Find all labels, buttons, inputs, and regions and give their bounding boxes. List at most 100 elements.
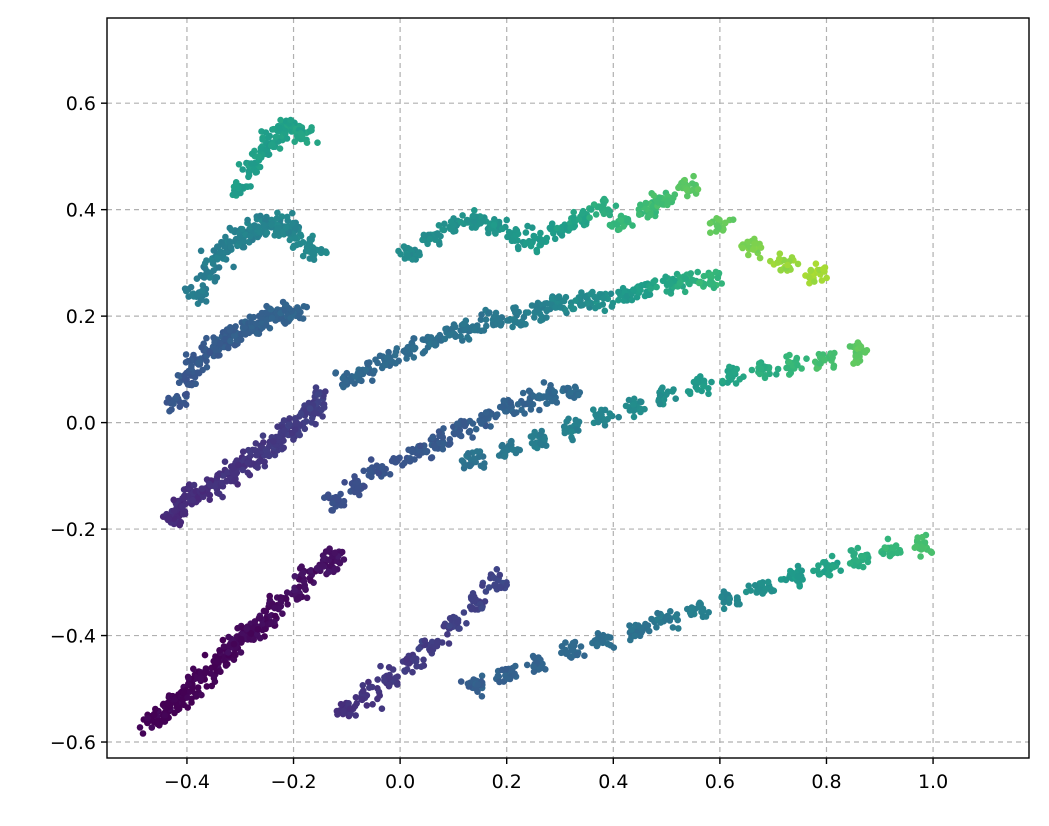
scatter-point: [527, 406, 535, 413]
scatter-point: [681, 288, 689, 296]
scatter-point: [373, 462, 381, 470]
scatter-point: [440, 622, 448, 630]
scatter-point: [478, 311, 485, 318]
scatter-point: [378, 705, 386, 712]
scatter-point: [243, 625, 250, 633]
scatter-point: [282, 594, 290, 602]
scatter-point: [610, 644, 618, 651]
scatter-point: [656, 400, 664, 408]
scatter-point: [177, 518, 185, 526]
scatter-point: [376, 692, 384, 699]
scatter-point: [636, 398, 644, 405]
scatter-point: [707, 229, 714, 236]
scatter-point: [274, 224, 282, 232]
scatter-point: [816, 360, 823, 367]
scatter-point: [301, 425, 309, 433]
scatter-point: [364, 359, 371, 367]
scatter-point: [568, 428, 575, 436]
scatter-point: [426, 647, 434, 654]
scatter-point: [477, 327, 485, 335]
scatter-point: [181, 510, 189, 518]
scatter-point: [391, 351, 399, 359]
scatter-point: [557, 304, 564, 311]
scatter-point: [569, 645, 577, 653]
scatter-point: [306, 405, 314, 412]
scatter-point: [235, 184, 242, 192]
scatter-point: [287, 314, 294, 322]
scatter-point: [478, 693, 486, 700]
scatter-point: [415, 249, 423, 256]
scatter-point: [569, 305, 576, 313]
scatter-point: [337, 490, 344, 498]
scatter-point: [340, 383, 347, 391]
scatter-point: [277, 116, 284, 124]
scatter-point: [672, 395, 679, 403]
scatter-point: [312, 384, 320, 391]
scatter-point: [439, 434, 447, 441]
scatter-point: [190, 351, 197, 359]
scatter-point: [544, 400, 551, 407]
scatter-point: [500, 403, 507, 410]
scatter-point: [533, 302, 540, 310]
scatter-point: [562, 424, 570, 432]
scatter-point: [796, 583, 803, 590]
scatter-point: [345, 700, 352, 707]
grid-lines: [107, 18, 1029, 758]
scatter-point: [914, 534, 921, 541]
scatter-point: [729, 216, 737, 223]
scatter-point: [406, 458, 414, 465]
scatter-point: [821, 356, 828, 364]
scatter-point: [733, 594, 741, 601]
scatter-point: [749, 246, 757, 253]
scatter-point: [148, 724, 156, 731]
scatter-point: [296, 583, 303, 591]
scatter-point: [777, 576, 785, 583]
scatter-point: [436, 331, 444, 339]
scatter-point: [715, 224, 722, 231]
scatter-point: [583, 294, 590, 301]
scatter-point: [581, 652, 588, 659]
scatter-point: [736, 600, 743, 608]
scatter-point: [493, 315, 501, 323]
scatter-point: [182, 401, 190, 409]
scatter-point: [308, 124, 315, 131]
scatter-point: [551, 388, 558, 396]
scatter-point: [686, 388, 694, 396]
x-tick-label: 1.0: [918, 771, 948, 793]
scatter-point: [216, 340, 224, 348]
scatter-point: [774, 365, 782, 373]
scatter-point: [625, 396, 633, 404]
scatter-point: [812, 260, 820, 268]
scatter-point: [474, 681, 482, 688]
scatter-point: [669, 194, 677, 202]
scatter-point: [622, 402, 630, 410]
scatter-point: [190, 481, 198, 489]
scatter-point: [748, 366, 756, 374]
scatter-point: [439, 226, 446, 233]
scatter-point: [520, 401, 528, 408]
scatter-points: [136, 116, 936, 737]
scatter-point: [764, 578, 772, 586]
scatter-point: [630, 407, 637, 415]
scatter-point: [247, 318, 255, 326]
scatter-point: [504, 675, 511, 682]
scatter-point: [429, 434, 436, 442]
scatter-point: [410, 354, 418, 361]
scatter-point: [358, 696, 366, 704]
scatter-point: [203, 357, 210, 365]
scatter-point: [329, 507, 337, 514]
scatter-point: [403, 666, 411, 673]
scatter-point: [239, 466, 246, 474]
scatter-point: [440, 425, 447, 432]
scatter-point: [601, 307, 609, 315]
scatter-point: [512, 226, 520, 233]
y-tick-label: 0.4: [66, 200, 96, 222]
scatter-point: [419, 349, 427, 357]
scatter-point: [675, 184, 682, 192]
scatter-point: [776, 250, 784, 257]
scatter-point: [299, 239, 307, 246]
scatter-point: [281, 427, 288, 434]
scatter-point: [706, 220, 714, 227]
scatter-point: [292, 225, 299, 232]
scatter-point: [761, 374, 769, 382]
